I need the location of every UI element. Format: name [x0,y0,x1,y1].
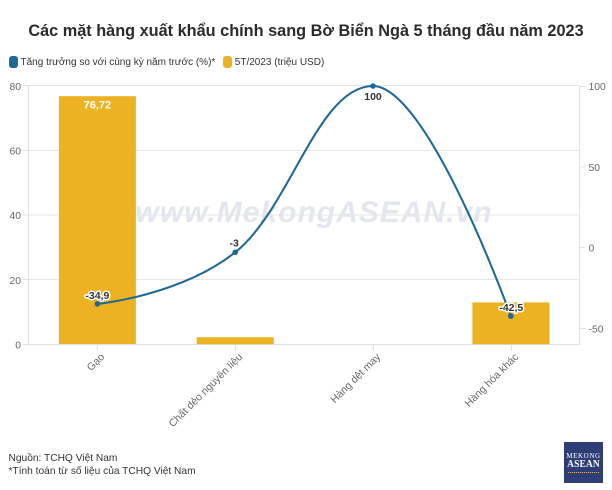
svg-text:100: 100 [589,82,607,93]
svg-text:50: 50 [589,163,601,174]
svg-text:Hàng hóa khác: Hàng hóa khác [463,351,521,409]
svg-text:-3: -3 [230,237,239,249]
svg-text:-50: -50 [589,324,604,335]
svg-text:76,72: 76,72 [84,100,112,112]
svg-text:-34,9: -34,9 [85,290,109,302]
svg-text:0: 0 [589,243,595,254]
svg-text:www.MekongASEAN.vn: www.MekongASEAN.vn [136,196,493,229]
svg-text:Chất dẻo nguyên liệu: Chất dẻo nguyên liệu [166,351,245,430]
svg-text:Gạo: Gạo [85,351,108,374]
svg-text:-42,5: -42,5 [499,302,523,314]
svg-text:100: 100 [364,91,382,103]
svg-text:40: 40 [9,211,21,222]
svg-text:80: 80 [9,82,21,93]
svg-text:0: 0 [15,340,21,351]
svg-text:60: 60 [9,147,21,158]
svg-text:Hàng dệt may: Hàng dệt may [328,351,383,406]
svg-text:20: 20 [9,276,21,287]
